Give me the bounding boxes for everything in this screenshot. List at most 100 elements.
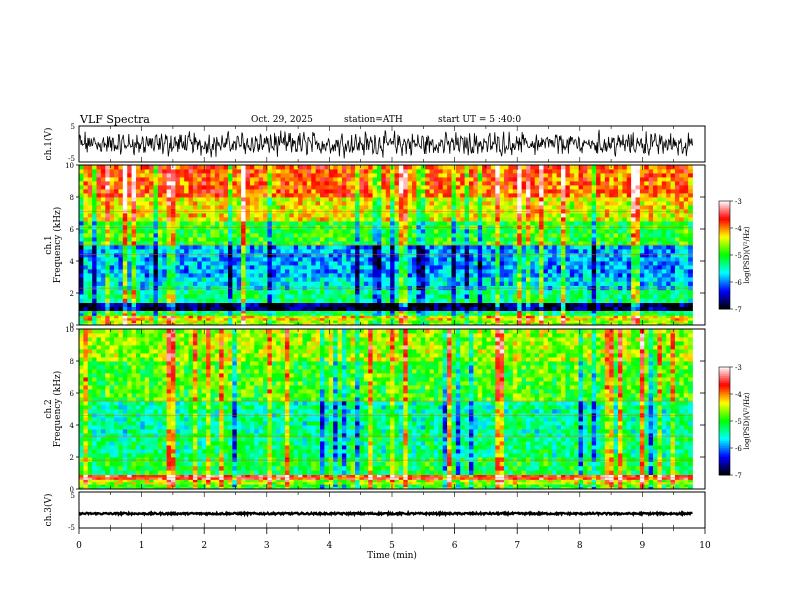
spec1-cell bbox=[390, 313, 395, 316]
spec1-cell bbox=[315, 313, 321, 316]
spec1-cell bbox=[337, 213, 343, 218]
spec1-cell bbox=[83, 245, 89, 250]
spec1-cell bbox=[249, 277, 255, 282]
spec1-cell bbox=[517, 315, 522, 319]
spec1-cell bbox=[306, 197, 312, 202]
spec1-cell bbox=[574, 322, 579, 326]
spec1-cell bbox=[447, 277, 452, 282]
spec1-cell bbox=[539, 257, 544, 262]
spec1-cell bbox=[613, 273, 619, 278]
spec1-cell bbox=[429, 229, 435, 234]
spec1-cell bbox=[206, 322, 211, 326]
spec1-cell bbox=[245, 294, 251, 299]
spec1-cell bbox=[604, 294, 610, 299]
spec1-cell bbox=[482, 217, 487, 222]
spec1-cell bbox=[320, 197, 325, 202]
spec1-cell bbox=[179, 217, 185, 222]
spec1-cell bbox=[626, 310, 632, 314]
spec1-cell bbox=[569, 310, 575, 314]
spec1-cell bbox=[451, 277, 457, 282]
spec1-cell bbox=[591, 269, 597, 274]
spec1-cell bbox=[249, 265, 255, 270]
spec1-cell bbox=[298, 233, 303, 238]
spec1-cell bbox=[398, 277, 404, 282]
spec1-cell bbox=[574, 221, 579, 226]
spec1-cell bbox=[547, 306, 553, 311]
spec1-cell bbox=[416, 277, 422, 282]
spec1-cell bbox=[447, 237, 452, 242]
spec1-cell bbox=[293, 315, 299, 319]
spec1-cell bbox=[385, 273, 391, 278]
spec1-cell bbox=[368, 265, 373, 270]
spec1-cell bbox=[613, 213, 619, 218]
spec1-cell bbox=[438, 281, 444, 286]
spec1-cell bbox=[254, 257, 260, 262]
spec1-cell bbox=[350, 298, 356, 303]
spec1-cell bbox=[311, 320, 317, 323]
spec1-cell bbox=[530, 269, 536, 274]
spec1-cell bbox=[127, 317, 132, 321]
spec1-cell bbox=[341, 197, 347, 202]
spec1-cell bbox=[495, 245, 501, 250]
spec1-cell bbox=[306, 233, 312, 238]
spec1-cell bbox=[254, 213, 260, 218]
spec1-cell bbox=[460, 257, 466, 262]
spec1-cell bbox=[552, 273, 558, 278]
spec1-cell bbox=[341, 205, 347, 210]
spec1-cell bbox=[617, 306, 623, 311]
spec1-cell bbox=[438, 257, 444, 262]
spec1-cell bbox=[105, 193, 111, 198]
spec1-cell bbox=[394, 265, 400, 270]
spec1-cell bbox=[473, 289, 479, 295]
spec1-cell bbox=[521, 265, 527, 270]
spec1-cell bbox=[271, 253, 277, 258]
spec1-cell bbox=[157, 298, 163, 303]
spec1-cell bbox=[600, 310, 606, 314]
spec1-cell bbox=[87, 322, 93, 326]
spec1-cell bbox=[188, 315, 194, 319]
spec1-cell bbox=[276, 310, 281, 314]
spec1-cell bbox=[381, 205, 387, 210]
spec1-cell bbox=[184, 310, 189, 314]
spec1-cell bbox=[490, 317, 496, 321]
spec1-cell bbox=[153, 298, 159, 303]
spec1-cell bbox=[604, 201, 610, 206]
spec1-cell bbox=[79, 237, 84, 242]
spec1-cell bbox=[324, 257, 330, 262]
spec1-cell bbox=[157, 213, 163, 218]
spec1-cell bbox=[639, 310, 645, 314]
spec1-cell bbox=[127, 306, 132, 311]
spec1-cell bbox=[223, 265, 229, 270]
spec1-cell bbox=[333, 249, 338, 254]
spec1-cell bbox=[175, 294, 181, 299]
spec1-cell bbox=[525, 313, 531, 316]
spec1-cell bbox=[276, 273, 281, 278]
spec1-cell bbox=[135, 315, 141, 319]
spec1-cell bbox=[267, 245, 273, 250]
spec1-cell bbox=[284, 193, 290, 198]
spec1-cell bbox=[385, 193, 391, 198]
spec1-cell bbox=[87, 306, 93, 311]
spec1-cell bbox=[670, 257, 676, 262]
spec1-cell bbox=[271, 289, 277, 295]
spec1-cell bbox=[504, 310, 509, 314]
spec1-cell bbox=[241, 189, 246, 194]
spec1-cell bbox=[556, 310, 562, 314]
spec1-cell bbox=[179, 253, 185, 258]
spec1-cell bbox=[306, 320, 312, 323]
spec1-cell bbox=[197, 205, 203, 210]
spec1-cell bbox=[162, 322, 168, 326]
spec1-cell bbox=[534, 281, 540, 286]
spec1-cell bbox=[613, 289, 619, 295]
spec1-cell bbox=[346, 221, 352, 226]
spec1-cell bbox=[328, 302, 334, 307]
spec1-cell bbox=[644, 245, 650, 250]
spec1-cell bbox=[122, 217, 128, 222]
spec1-cell bbox=[582, 197, 588, 202]
spec1-cell bbox=[114, 229, 119, 234]
spec1-cell bbox=[232, 298, 238, 303]
spec1-cell bbox=[359, 197, 365, 202]
spec1-cell bbox=[245, 257, 251, 262]
spec1-cell bbox=[543, 249, 549, 254]
spec1-cell bbox=[688, 245, 693, 250]
